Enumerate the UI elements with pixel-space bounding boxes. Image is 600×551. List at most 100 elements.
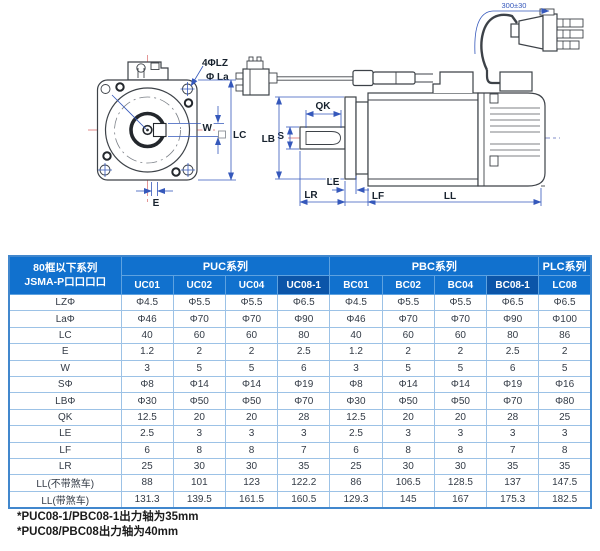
spec-cell: 139.5: [172, 490, 226, 509]
spec-cell: 20: [381, 408, 435, 427]
table-row: LC 40 60 60 80 40 60 60 80 86: [8, 326, 592, 345]
spec-cell: 28: [277, 408, 331, 427]
spec-cell: 145: [381, 490, 435, 509]
row-label: LZΦ: [8, 293, 122, 312]
spec-cell: Φ5.5: [172, 293, 226, 312]
table-row: QK 12.5 20 20 28 12.5 20 20 28 25: [8, 408, 592, 427]
rear-housing: [477, 92, 546, 187]
corner-header-line2: JSMA-P口口口口: [24, 275, 107, 288]
spec-cell: 8: [381, 441, 435, 459]
spec-cell: 5: [538, 359, 592, 377]
spec-cell: Φ16: [538, 375, 592, 394]
spec-cell: 3: [381, 425, 435, 443]
model-header-bc02: BC02: [381, 275, 435, 295]
spec-cell: 147.5: [538, 474, 592, 492]
row-label: LL(不带煞车): [8, 474, 122, 492]
spec-cell: 3: [329, 359, 383, 377]
row-label: QK: [8, 408, 122, 427]
spec-cell: 8: [224, 441, 279, 459]
spec-cell: 12.5: [120, 408, 174, 427]
model-header-lc08: LC08: [538, 275, 592, 295]
footnote: *PUC08/PBC08出力轴为40mm: [17, 525, 179, 538]
spec-cell: 7: [277, 441, 331, 459]
label-lb: LB: [262, 134, 275, 145]
row-label: LaΦ: [8, 310, 122, 328]
spec-cell: 2.5: [486, 343, 540, 361]
spec-cell: Φ14: [224, 375, 279, 394]
spec-cell: Φ90: [277, 310, 331, 328]
spec-cell: 5: [224, 359, 279, 377]
spec-cell: Φ6.5: [277, 293, 331, 312]
spec-cell: Φ8: [329, 375, 383, 394]
spec-cell: 5: [381, 359, 435, 377]
label-qk: QK: [316, 101, 332, 112]
motor-body: [367, 92, 479, 187]
keyway: [152, 122, 167, 138]
spec-cell: 123: [224, 474, 279, 492]
row-label: LL(带煞车): [8, 490, 122, 509]
spec-cell: Φ4.5: [120, 293, 174, 312]
spec-cell: Φ4.5: [329, 293, 383, 312]
spec-cell: Φ80: [538, 392, 592, 410]
spec-cell: 160.5: [277, 490, 331, 509]
spec-cell: 2.5: [277, 343, 331, 361]
spec-cell: Φ70: [381, 310, 435, 328]
spec-cell: Φ50: [381, 392, 435, 410]
model-header-uc01: UC01: [120, 275, 174, 295]
table-corner-header: 80框以下系列 JSMA-P口口口口: [8, 255, 122, 295]
spec-cell: 30: [433, 457, 488, 476]
spec-cell: 2: [381, 343, 435, 361]
spec-cell: 3: [433, 425, 488, 443]
row-label: LF: [8, 441, 122, 459]
spec-cell: 6: [277, 359, 331, 377]
table-row: LZΦ Φ4.5 Φ5.5 Φ5.5 Φ6.5 Φ4.5 Φ5.5 Φ5.5 Φ6.5 Φ6.5: [8, 293, 592, 312]
table-row: LBΦ Φ30 Φ50 Φ50 Φ70 Φ30 Φ50 Φ50 Φ70 Φ80: [8, 392, 592, 410]
spec-cell: Φ70: [486, 392, 540, 410]
spec-cell: 167: [433, 490, 488, 509]
label-lc: LC: [233, 130, 246, 141]
spec-cell: 20: [433, 408, 488, 427]
spec-cell: 1.2: [120, 343, 174, 361]
spec-cell: 6: [120, 441, 174, 459]
label-la: Φ La: [206, 72, 229, 83]
row-label: LBΦ: [8, 392, 122, 410]
spec-cell: 80: [486, 326, 540, 345]
row-label: LR: [8, 457, 122, 476]
label-holes: 4ΦLZ: [202, 58, 228, 69]
spec-cell: 3: [120, 359, 174, 377]
label-lr: LR: [304, 190, 318, 201]
series-group-header: PBC系列: [329, 255, 540, 276]
spec-cell: 25: [538, 408, 592, 427]
spec-cell: 6: [486, 359, 540, 377]
model-header-bc04: BC04: [433, 275, 488, 295]
spec-cell: 35: [538, 457, 592, 476]
spec-cell: Φ14: [381, 375, 435, 394]
spec-cell: 8: [433, 441, 488, 459]
label-lf: LF: [372, 191, 384, 202]
front-view: 4ΦLZ Φ La W LC E: [88, 55, 248, 211]
spec-cell: 106.5: [381, 474, 435, 492]
model-header-bc08-1: BC08-1: [486, 275, 540, 295]
spec-cell: Φ5.5: [433, 293, 488, 312]
terminal-tab: [127, 61, 169, 81]
spec-cell: 128.5: [433, 474, 488, 492]
spec-cell: 20: [172, 408, 226, 427]
table-row: LR 25 30 30 35 25 30 30 35 35: [8, 457, 592, 476]
spec-cell: Φ50: [224, 392, 279, 410]
label-s: S: [277, 131, 284, 142]
spec-cell: Φ50: [433, 392, 488, 410]
spec-cell: 137: [486, 474, 540, 492]
motor-dimension-drawing: 4ΦLZ Φ La W LC E: [88, 0, 584, 211]
table-row: E 1.2 2 2 2.5 1.2 2 2 2.5 2: [8, 343, 592, 361]
spec-cell: 131.3: [120, 490, 174, 509]
spec-cell: 3: [486, 425, 540, 443]
spec-cell: Φ19: [486, 375, 540, 394]
spec-cell: Φ6.5: [486, 293, 540, 312]
spec-table-wrap: 80框以下系列 JSMA-P口口口口 PUC系列 PBC系列 PLC系列 UC01 U…: [8, 255, 592, 510]
spec-cell: 30: [224, 457, 279, 476]
label-w: W: [203, 123, 213, 134]
spec-cell: 60: [224, 326, 279, 345]
spec-cell: 3: [224, 425, 279, 443]
spec-cell: Φ50: [172, 392, 226, 410]
